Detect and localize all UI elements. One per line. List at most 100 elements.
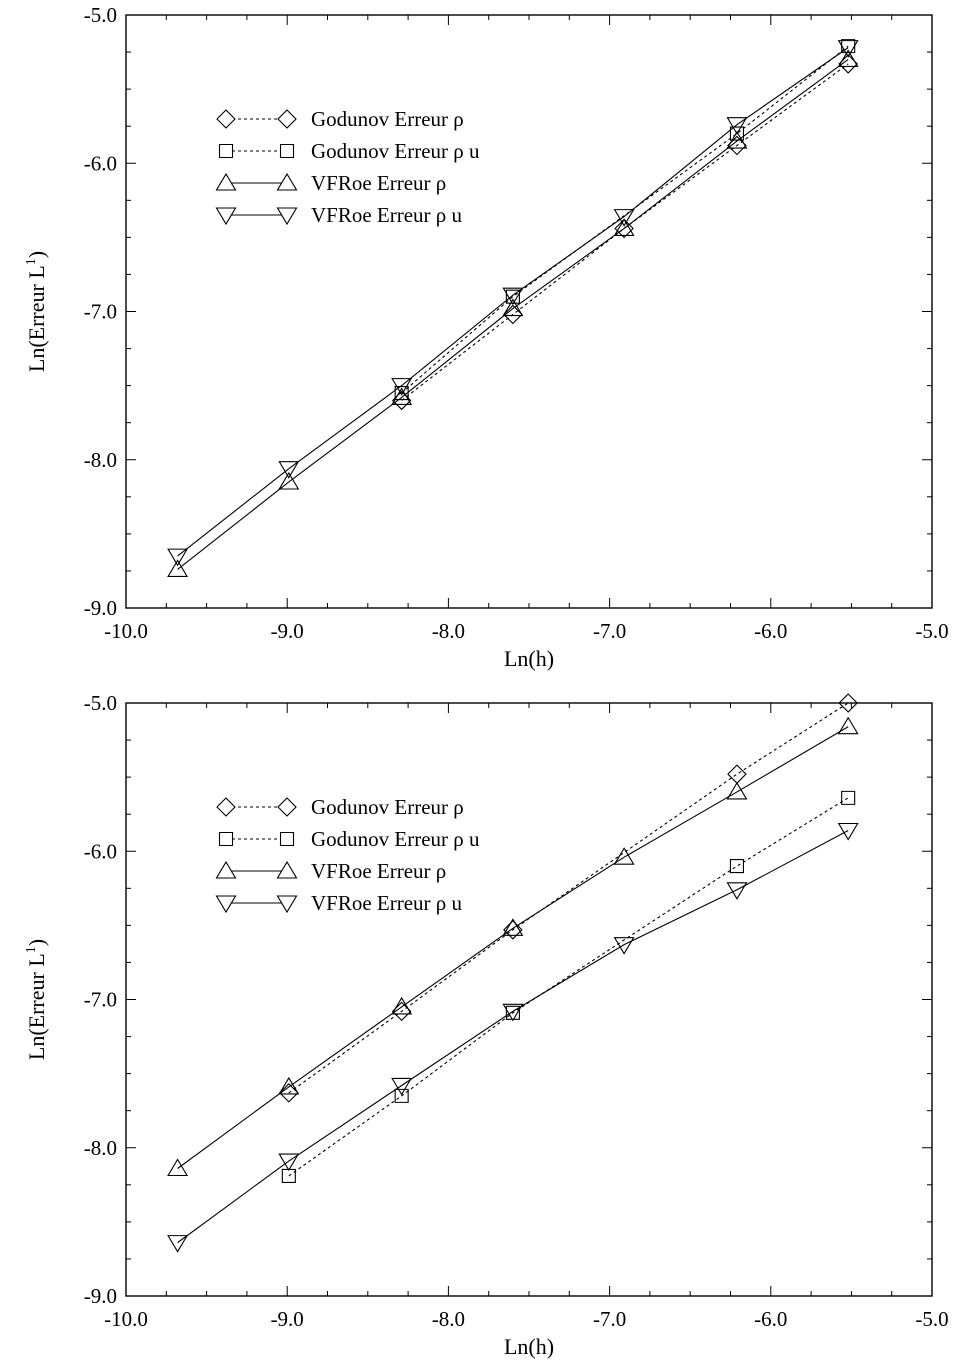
legend-marker-triangle-down (276, 207, 298, 226)
legend-entry: Godunov Erreur ρ (216, 795, 464, 819)
data-point-triangle-up (502, 918, 524, 936)
data-point-diamond (279, 1083, 299, 1103)
data-point-triangle-up (613, 847, 635, 865)
legend-marker-triangle-up (276, 172, 298, 191)
series-line (177, 59, 849, 570)
data-point-triangle-up (726, 781, 748, 800)
x-tick-label: -7.0 (593, 619, 626, 643)
x-tick-label: -9.0 (271, 619, 304, 643)
data-point-triangle-down (726, 117, 748, 135)
legend-marker-triangle-down (215, 207, 237, 226)
y-axis-label-main: Ln(Erreur L (24, 265, 49, 372)
data-point-diamond (614, 218, 634, 239)
legend-marker-diamond (216, 109, 236, 129)
series-line (177, 726, 849, 1169)
x-tick-label: -10.0 (104, 619, 148, 643)
data-point-square (505, 289, 520, 304)
y-tick-label: -8.0 (84, 1136, 117, 1160)
data-point-square (729, 126, 744, 141)
data-point-triangle-down (167, 548, 189, 567)
legend-marker-square (279, 831, 295, 847)
x-tick-label: -9.0 (271, 1307, 304, 1331)
data-point-triangle-down (502, 287, 524, 306)
legend-label: Godunov Erreur ρ u (311, 827, 480, 851)
data-point-triangle-up (613, 218, 635, 237)
data-point-triangle-down (502, 1003, 524, 1022)
y-tick-label: -6.0 (84, 839, 117, 863)
x-tick-label: -8.0 (432, 619, 465, 643)
data-point-triangle-down (837, 40, 859, 58)
series-triangle-up (167, 716, 859, 1177)
chart-panel-2: -10.0 -9.0 -8.0 -7.0 -6.0 -5.0-9.0-8.0-7.0-6.… (24, 691, 949, 1359)
data-point-square (505, 1005, 520, 1020)
data-point-triangle-up (391, 387, 413, 406)
data-point-triangle-up (837, 716, 859, 735)
data-point-diamond (838, 693, 858, 713)
x-tick-label: -5.0 (915, 1307, 948, 1331)
legend-label: VFRoe Erreur ρ (311, 859, 446, 883)
legend-entry: VFRoe Erreur ρ (215, 171, 446, 195)
series-line (177, 830, 849, 1244)
plot-frame (125, 14, 933, 609)
legend-label: VFRoe Erreur ρ u (311, 891, 463, 915)
x-tick-label: -8.0 (432, 1307, 465, 1331)
data-point-square (394, 1088, 409, 1103)
data-point-triangle-up (837, 49, 859, 68)
x-tick-label: -10.0 (104, 1307, 148, 1331)
x-axis-label: Ln(h) (504, 1334, 554, 1359)
legend-marker-diamond (216, 797, 236, 817)
y-tick-label: -5.0 (84, 691, 117, 715)
data-point-triangle-down (278, 461, 300, 479)
data-point-triangle-down (167, 1235, 189, 1253)
y-axis-label: Ln(Erreur L1) (24, 939, 49, 1060)
series-line (288, 797, 849, 1177)
data-point-triangle-up (167, 1158, 189, 1177)
data-point-square (281, 1168, 296, 1183)
y-axis-label-superscript: 1 (24, 258, 39, 265)
x-tick-label: -6.0 (754, 1307, 787, 1331)
y-axis-label: Ln(Erreur L1) (24, 251, 49, 372)
y-tick-label: -9.0 (84, 596, 117, 620)
y-tick-label: -5.0 (84, 3, 117, 27)
x-tick-label: -5.0 (915, 619, 948, 643)
data-point-triangle-down (278, 1153, 300, 1172)
legend-label: Godunov Erreur ρ (311, 795, 464, 819)
legend-label: Godunov Erreur ρ (311, 107, 464, 131)
legend-marker-diamond (277, 109, 297, 129)
legend-label: VFRoe Erreur ρ (311, 171, 446, 195)
legend-marker-triangle-down (215, 895, 237, 914)
data-point-triangle-down (613, 937, 635, 955)
data-point-square (841, 39, 856, 54)
legend-marker-triangle-down (276, 895, 298, 914)
data-point-triangle-down (391, 1077, 413, 1096)
x-axis-label: Ln(h) (504, 646, 554, 671)
legend-marker-triangle-up (276, 860, 298, 879)
data-point-triangle-down (613, 209, 635, 227)
legend-label: VFRoe Erreur ρ u (311, 203, 463, 227)
legend-marker-triangle-up (215, 860, 237, 879)
legend-marker-square (218, 831, 234, 847)
series-triangle-down (167, 822, 859, 1253)
data-point-triangle-up (278, 471, 300, 490)
y-tick-label: -7.0 (84, 300, 117, 324)
series-line (401, 63, 849, 401)
legend-entry: VFRoe Erreur ρ (215, 859, 446, 883)
legend-entry: Godunov Erreur ρ u (218, 139, 480, 163)
series-square (281, 790, 856, 1183)
legend-marker-triangle-up (215, 172, 237, 191)
x-tick-label: -6.0 (754, 619, 787, 643)
y-tick-label: -6.0 (84, 151, 117, 175)
y-axis-label-close: ) (24, 939, 49, 946)
data-point-triangle-up (167, 559, 189, 578)
y-axis-label-main: Ln(Erreur L (24, 953, 49, 1060)
data-point-diamond (503, 920, 523, 940)
plot-frame (125, 702, 933, 1297)
series-line (288, 702, 849, 1094)
legend-entry: Godunov Erreur ρ u (218, 827, 480, 851)
data-point-diamond (503, 304, 523, 325)
data-point-diamond (727, 764, 747, 784)
y-tick-label: -9.0 (84, 1284, 117, 1308)
chart-panel-1: -10.0 -9.0 -8.0 -7.0 -6.0 -5.0-9.0-8.0-7.0-6.… (24, 3, 949, 671)
data-point-triangle-down (391, 378, 413, 396)
